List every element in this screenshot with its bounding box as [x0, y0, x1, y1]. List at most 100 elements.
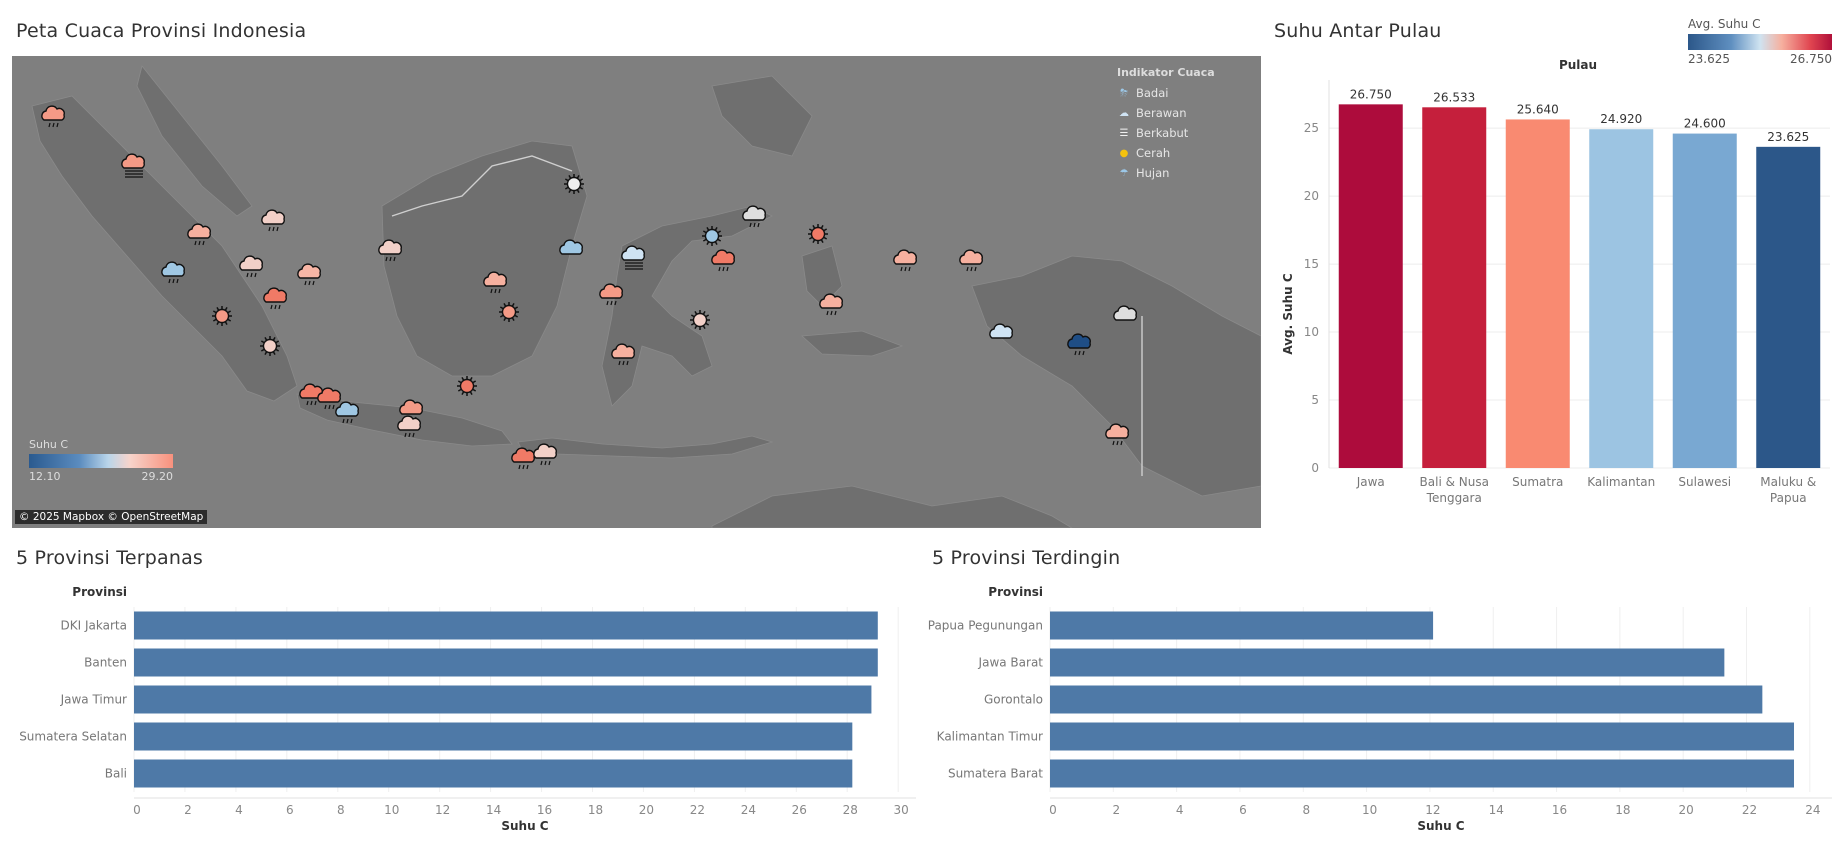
fog-marker[interactable]	[621, 245, 645, 270]
island-bar[interactable]	[1589, 129, 1654, 468]
island-bar[interactable]	[1505, 119, 1570, 469]
sun-ray	[216, 321, 220, 326]
rain-marker[interactable]	[378, 239, 402, 262]
rain-drop	[272, 226, 275, 232]
coldest-province-label: Kalimantan Timur	[937, 730, 1043, 744]
rain-marker[interactable]	[239, 255, 263, 278]
rain-marker[interactable]	[335, 401, 359, 424]
map-copyright[interactable]: © 2025 Mapbox © OpenStreetMap	[15, 510, 208, 524]
landmass-maluku-south	[801, 330, 904, 357]
legend-item-berkabut[interactable]: ☰ Berkabut	[1117, 123, 1215, 143]
sun-ray	[690, 322, 695, 326]
fog-icon	[621, 245, 645, 261]
fog-marker[interactable]	[121, 153, 145, 178]
sun-ray	[461, 376, 465, 381]
sun-icon	[704, 228, 720, 244]
rain-marker[interactable]	[161, 261, 185, 284]
hottest-x-tick: 10	[384, 803, 399, 817]
rain-drop	[1082, 350, 1085, 356]
rain-marker[interactable]	[1105, 423, 1129, 446]
rain-marker[interactable]	[819, 293, 843, 316]
rain-marker[interactable]	[297, 263, 321, 286]
coldest-bar[interactable]	[1050, 611, 1434, 640]
coldest-bar[interactable]	[1050, 648, 1725, 677]
sun-icon	[566, 176, 582, 192]
sun-ray	[717, 230, 722, 234]
hottest-x-tick: 30	[894, 803, 909, 817]
hottest-bar[interactable]	[134, 611, 878, 640]
sun-marker[interactable]	[260, 336, 280, 356]
rain-marker[interactable]	[1067, 333, 1091, 356]
island-bar[interactable]	[1422, 107, 1487, 468]
coldest-bar-chart: Provinsi Suhu C 0 2 4 6 8 10 12 14 16 18 20 22 24 Pa…	[928, 585, 1832, 833]
island-bar[interactable]	[1338, 104, 1403, 469]
sun-ray	[714, 226, 718, 231]
rain-icon	[533, 443, 557, 459]
sun-ray	[227, 310, 232, 314]
sun-ray	[275, 348, 280, 352]
rain-marker[interactable]	[511, 447, 535, 470]
rain-icon	[399, 399, 423, 415]
hottest-bar[interactable]	[134, 685, 872, 714]
rain-drop	[404, 432, 407, 438]
rain-marker[interactable]	[893, 249, 917, 272]
rain-marker[interactable]	[187, 223, 211, 246]
rain-marker[interactable]	[41, 105, 65, 128]
rain-marker[interactable]	[263, 287, 287, 310]
hottest-bar[interactable]	[134, 648, 878, 677]
cloud-marker[interactable]	[989, 323, 1013, 339]
sun-marker[interactable]	[808, 224, 828, 244]
rain-marker[interactable]	[533, 443, 557, 466]
cloud-marker[interactable]	[1113, 305, 1137, 321]
coldest-bar[interactable]	[1050, 722, 1795, 751]
sun-marker[interactable]	[499, 302, 519, 322]
sun-marker[interactable]	[564, 174, 584, 194]
rain-drop	[618, 360, 621, 366]
weather-map[interactable]: Indikator Cuaca ⛈ Badai ☁ Berawan ☰ Berkabu…	[12, 56, 1261, 528]
hottest-province-label: Jawa Timur	[60, 693, 127, 707]
rain-marker[interactable]	[483, 271, 507, 294]
sun-marker[interactable]	[457, 376, 477, 396]
rain-marker[interactable]	[397, 415, 421, 438]
coldest-bar[interactable]	[1050, 685, 1763, 714]
storm-icon: ⛈	[1120, 87, 1128, 99]
hottest-x-tick: 14	[486, 803, 501, 817]
hottest-bar[interactable]	[134, 722, 853, 751]
rain-marker[interactable]	[317, 387, 341, 410]
rain-marker[interactable]	[959, 249, 983, 272]
hottest-x-tick: 0	[133, 803, 141, 817]
sun-marker[interactable]	[690, 310, 710, 330]
rain-marker[interactable]	[261, 209, 285, 232]
rain-icon	[378, 239, 402, 255]
hottest-province-label: Bali	[105, 767, 127, 781]
island-category-label: Maluku &	[1760, 475, 1816, 489]
legend-item-berawan[interactable]: ☁ Berawan	[1119, 106, 1187, 120]
hottest-x-tick: 8	[337, 803, 345, 817]
sun-ray	[472, 380, 477, 384]
cloud-icon: ☁	[1119, 107, 1129, 119]
sun-ray	[706, 226, 710, 231]
legend-item-badai[interactable]: ⛈ Badai	[1117, 83, 1215, 103]
sun-marker[interactable]	[702, 226, 722, 246]
rain-marker[interactable]	[599, 283, 623, 306]
rain-marker[interactable]	[611, 343, 635, 366]
hottest-x-tick: 12	[435, 803, 450, 817]
island-bar[interactable]	[1672, 133, 1737, 468]
rain-drop	[254, 272, 257, 278]
coldest-x-tick: 24	[1805, 803, 1820, 817]
legend-item-cerah[interactable]: ● Cerah	[1117, 143, 1215, 163]
hottest-bar-chart: Provinsi Suhu C 0 2 4 6 8 10 12 14 16 18 20 22 24 26 2…	[19, 585, 916, 833]
hottest-bar[interactable]	[134, 759, 853, 788]
rain-icon	[511, 447, 535, 463]
coldest-x-tick: 8	[1302, 803, 1310, 817]
coldest-bar[interactable]	[1050, 759, 1795, 788]
rain-marker[interactable]	[742, 205, 766, 228]
rain-icon	[711, 249, 735, 265]
legend-item-hujan[interactable]: ☂ Hujan	[1117, 163, 1215, 183]
rain-icon	[239, 255, 263, 271]
rain-marker[interactable]	[711, 249, 735, 272]
island-bar[interactable]	[1756, 146, 1821, 468]
cloud-marker[interactable]	[559, 239, 583, 255]
sun-marker[interactable]	[212, 306, 232, 326]
sun-ray	[576, 174, 580, 179]
